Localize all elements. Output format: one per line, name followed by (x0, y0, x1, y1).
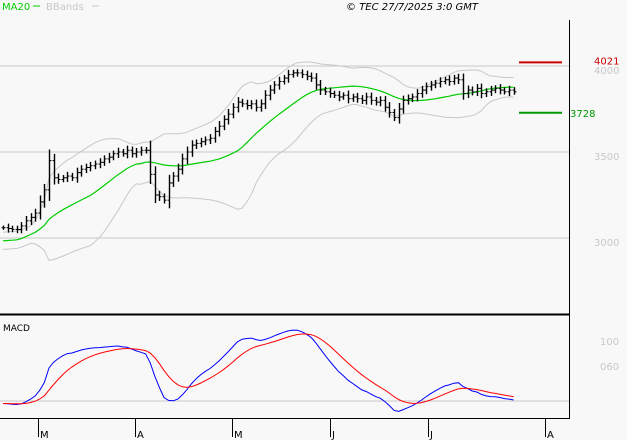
price-tick-label: 3000 (594, 238, 619, 249)
price-bars (1, 69, 517, 234)
macd-panel: 100 060 (0, 329, 619, 412)
bollinger-bands (2, 61, 514, 261)
x-tick-label: M (40, 430, 49, 440)
bband-lower (2, 96, 514, 261)
price-level-label: 4021 (594, 56, 619, 67)
x-tick-label: A (547, 430, 554, 440)
copyright: © TEC 27/7/2025 3:0 GMT (346, 2, 479, 13)
x-tick-label: A (137, 430, 144, 440)
macd-tick-label: 100 (600, 337, 619, 348)
price-level-label: 3728 (570, 109, 595, 120)
price-gridlines (0, 65, 569, 239)
price-levels: 4021 3728 (519, 56, 619, 120)
legend-ma20: MA20 (2, 2, 30, 13)
macd-tick-label: 060 (600, 362, 619, 373)
price-tick-label: 3500 (594, 152, 619, 163)
x-tick-label: J (429, 430, 433, 440)
macd-title: MACD (3, 324, 30, 334)
price-tick-label: 4000 (594, 66, 619, 77)
legend-bbands: BBands (46, 2, 84, 13)
axes: 3000 3500 4000 M A M J J A (0, 20, 619, 440)
signal-line (3, 333, 514, 405)
ma20-polyline (2, 85, 514, 242)
x-tick-label: M (234, 430, 243, 440)
x-tick-label: J (331, 430, 335, 440)
bband-upper (2, 61, 514, 233)
macd-line (2, 329, 514, 412)
ma20-line (2, 85, 514, 242)
